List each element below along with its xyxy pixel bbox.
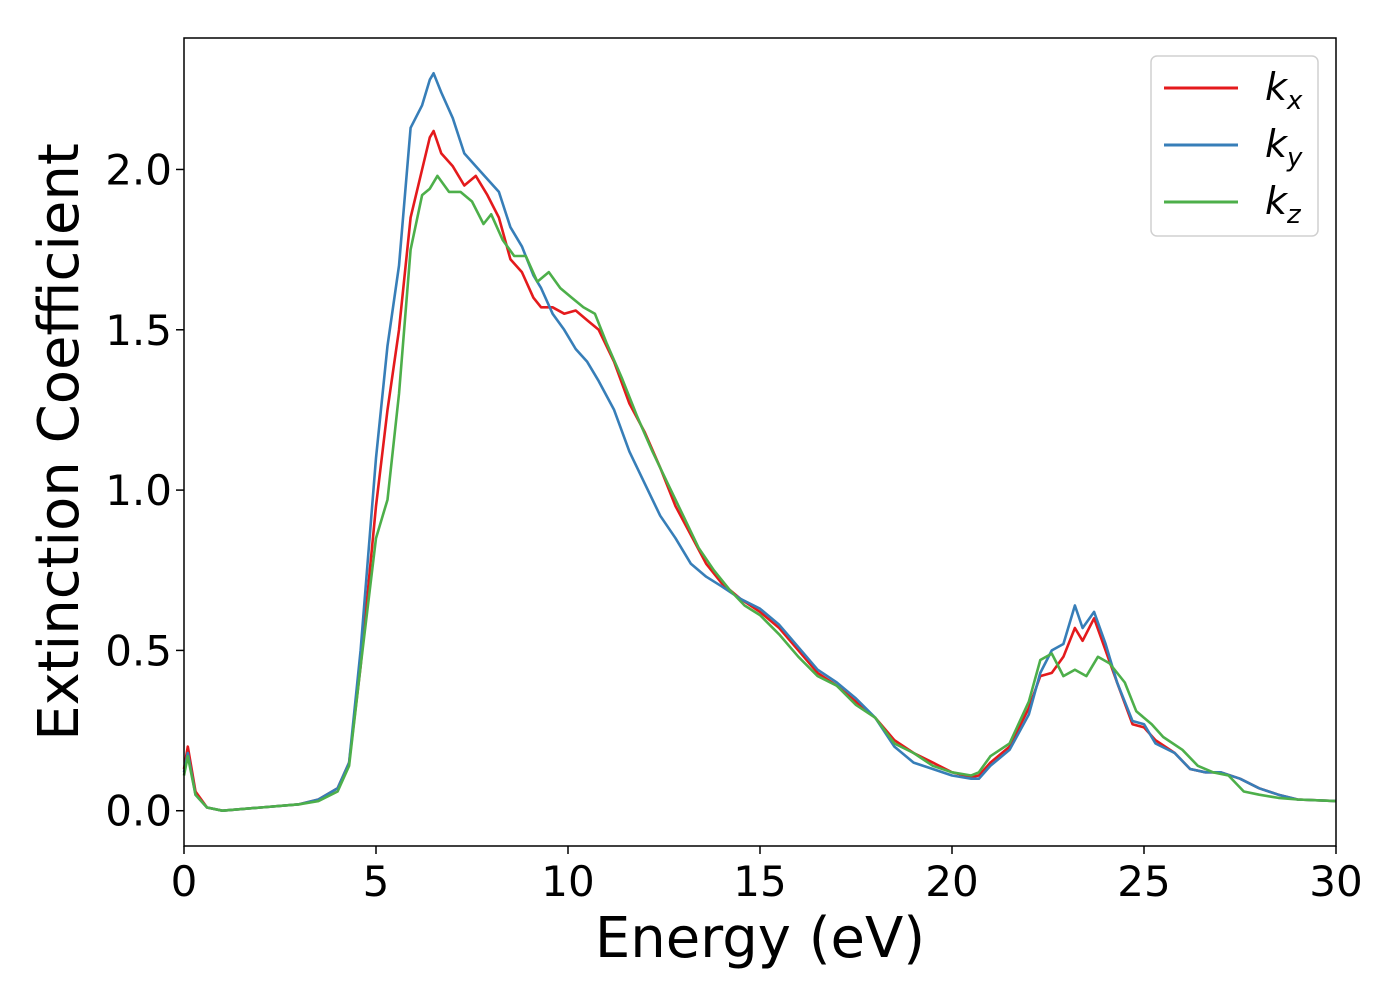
series-layer bbox=[182, 72, 1337, 812]
x-tick-label: 10 bbox=[541, 857, 594, 906]
y-axis-label: Extinction Coefficient bbox=[27, 143, 92, 741]
x-tick-label: 25 bbox=[1117, 857, 1170, 906]
x-tick-label: 5 bbox=[363, 857, 390, 906]
x-axis: 0 5 10 15 20 25 30 bbox=[171, 846, 1363, 906]
series-line-z bbox=[182, 174, 1337, 812]
x-tick-label: 0 bbox=[171, 857, 198, 906]
y-tick-label: 1.0 bbox=[105, 466, 172, 515]
x-tick-label: 20 bbox=[925, 857, 978, 906]
y-axis: 0.0 0.5 1.0 1.5 2.0 bbox=[105, 145, 184, 836]
y-tick-label: 0.5 bbox=[105, 626, 172, 675]
plot-area bbox=[184, 38, 1336, 846]
y-tick-label: 1.5 bbox=[105, 306, 172, 355]
y-tick-label: 0.0 bbox=[105, 787, 172, 836]
x-tick-label: 30 bbox=[1309, 857, 1362, 906]
x-tick-label: 15 bbox=[733, 857, 786, 906]
x-axis-label: Energy (eV) bbox=[595, 906, 925, 971]
series-line-y bbox=[182, 72, 1337, 812]
y-tick-label: 2.0 bbox=[105, 145, 172, 194]
